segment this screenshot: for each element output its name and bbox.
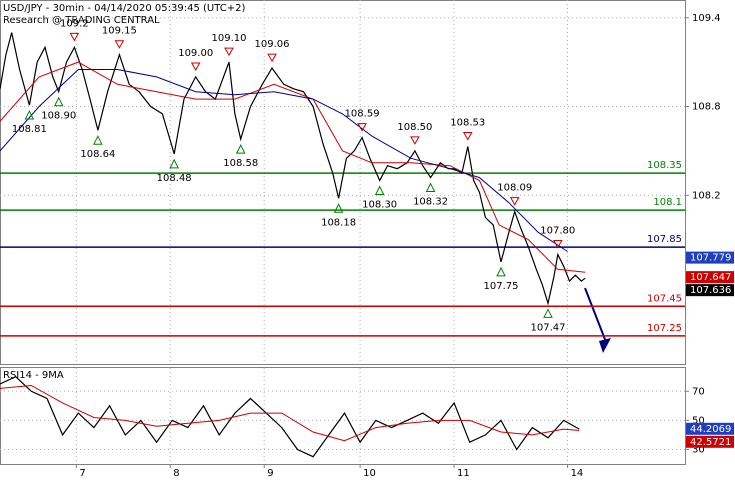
level-label: 108.35 <box>647 160 682 171</box>
chart-subtitle: Research @ TRADING CENTRAL <box>3 15 160 26</box>
swing-high-marker <box>552 240 563 249</box>
level-label: 107.85 <box>647 234 682 245</box>
swing-low-marker <box>496 266 506 277</box>
swing-low-marker <box>374 185 385 196</box>
series-line <box>0 384 580 442</box>
swing-label: 108.30 <box>362 200 397 211</box>
swing-low-marker <box>169 158 179 169</box>
x-tick-label: 8 <box>173 468 179 479</box>
level-label: 107.45 <box>647 293 682 304</box>
swing-high-marker <box>357 123 367 132</box>
price-tag-label: 107.636 <box>690 285 731 296</box>
swing-high-marker <box>267 53 277 63</box>
rsi-title: RSI14 - 9MA <box>3 370 64 381</box>
swing-label: 109.15 <box>102 26 137 37</box>
series-line <box>0 375 580 458</box>
price-tag-label: 42.5721 <box>690 437 731 448</box>
swing-low-marker <box>333 203 344 213</box>
swing-high-marker <box>114 40 125 49</box>
swing-low-marker <box>93 135 103 145</box>
swing-high-marker <box>69 32 80 42</box>
y-tick-label: 70 <box>692 386 705 397</box>
price-tag <box>686 422 734 435</box>
swing-label: 109.00 <box>178 48 213 59</box>
swing-label: 109.06 <box>255 39 290 50</box>
y-tick-label: 109.4 <box>692 13 721 24</box>
swing-label: 108.59 <box>345 109 380 120</box>
y-tick-label: 108.8 <box>692 102 721 113</box>
level-label: 108.1 <box>653 197 682 208</box>
swing-label: 108.58 <box>223 158 258 169</box>
series-line <box>0 61 586 273</box>
x-tick-label: 10 <box>363 468 376 479</box>
chart-title: USD/JPY - 30min - 04/14/2020 05:39:45 (U… <box>3 3 245 14</box>
swing-label: 108.09 <box>497 183 532 194</box>
swing-label: 108.50 <box>397 122 432 133</box>
swing-high-marker <box>410 136 420 145</box>
series-line <box>0 69 568 252</box>
y-tick-label: 50 <box>692 415 705 426</box>
level-label: 107.25 <box>647 323 682 334</box>
swing-label: 108.48 <box>157 173 192 184</box>
rsi-panel-frame <box>0 367 686 465</box>
swing-low-marker <box>543 308 553 318</box>
swing-label: 107.47 <box>531 322 566 333</box>
swing-label: 109.2 <box>60 18 89 29</box>
forecast-arrow <box>584 287 611 353</box>
price-tag <box>686 271 734 284</box>
swing-low-marker <box>235 143 246 154</box>
swing-high-marker <box>462 131 473 141</box>
swing-label: 108.81 <box>12 124 47 135</box>
swing-high-marker <box>509 197 520 206</box>
swing-label: 108.18 <box>321 217 356 228</box>
swing-label: 107.80 <box>540 226 575 237</box>
arrow-shaft <box>584 287 607 343</box>
price-tag-label: 44.2069 <box>690 424 731 435</box>
swing-label: 109.10 <box>211 33 246 44</box>
price-panel-frame <box>0 0 686 365</box>
swing-label: 108.53 <box>450 117 485 128</box>
swing-label: 108.32 <box>413 197 448 208</box>
x-tick-label: 14 <box>571 468 584 479</box>
x-tick-label: 11 <box>457 468 470 479</box>
swing-low-marker <box>425 182 436 193</box>
price-tag <box>686 435 734 448</box>
swing-label: 108.64 <box>80 149 115 160</box>
price-tag-label: 107.779 <box>690 253 731 264</box>
series-line <box>0 32 586 306</box>
swing-high-marker <box>190 62 201 71</box>
swing-low-marker <box>53 96 64 107</box>
arrow-head <box>599 338 611 353</box>
x-tick-label: 7 <box>79 468 85 479</box>
price-tag <box>686 284 734 297</box>
swing-low-marker <box>24 109 35 120</box>
swing-high-marker <box>224 47 234 57</box>
y-tick-label: 30 <box>692 444 705 455</box>
price-tag <box>686 251 734 264</box>
x-tick-label: 9 <box>267 468 273 479</box>
swing-label: 108.90 <box>41 111 76 122</box>
price-tag-label: 107.647 <box>690 272 731 283</box>
swing-label: 107.75 <box>484 281 519 292</box>
y-tick-label: 108.2 <box>692 190 721 201</box>
